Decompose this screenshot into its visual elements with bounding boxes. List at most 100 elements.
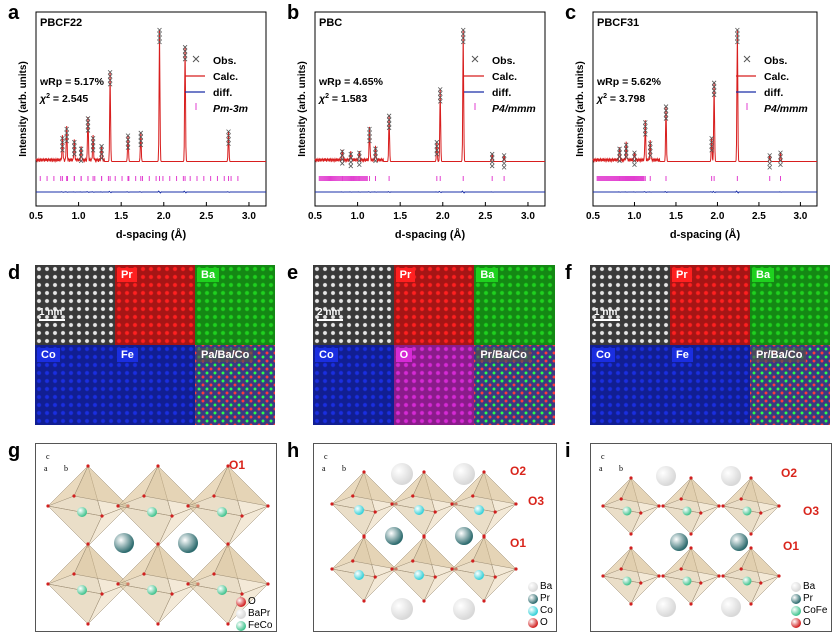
oxygen-atom <box>156 622 160 626</box>
scale-bar-label: 1 nm <box>594 307 618 318</box>
x-tick-label: 1.0 <box>628 211 642 222</box>
eds-tile-pr: Pr <box>115 265 195 345</box>
site-label-o1: O1 <box>229 458 246 472</box>
legend-swatch <box>192 55 200 63</box>
atom-swatch <box>236 621 246 631</box>
oxygen-atom <box>362 599 366 603</box>
oxygen-atom <box>749 532 753 536</box>
legend-label: CoFe <box>803 605 828 616</box>
crystal-structure-h: c a b O2 O3 O1 Ba Pr Co O <box>313 443 557 632</box>
panel-letter-f: f <box>565 262 572 284</box>
oxygen-atom <box>689 602 693 606</box>
oxygen-atom <box>100 592 104 596</box>
chart-legend: Obs. Calc. diff. P4/mmm <box>736 55 808 115</box>
oxygen-atom <box>689 546 693 550</box>
eds-tile-pr-ba-co: Pr/Ba/Co <box>750 345 830 425</box>
legend-label: Ba <box>803 581 816 592</box>
ba-atom <box>721 466 741 486</box>
x-tick-label: 2.0 <box>157 211 171 222</box>
eds-tile-label: Co <box>315 348 338 362</box>
legend-item: Ba <box>528 581 553 593</box>
eds-tile-pa-ba-co: Pa/Ba/Co <box>195 345 275 425</box>
structure-drawing <box>46 464 270 626</box>
eds-tile-label: Fe <box>672 348 693 362</box>
oxygen-atom <box>433 575 437 579</box>
obs-peak-marker <box>632 150 637 168</box>
oxygen-atom <box>749 476 753 480</box>
oxygen-atom <box>749 546 753 550</box>
scale-bar: 1 nm <box>39 307 65 321</box>
scale-bar-label: 2 nm <box>317 307 341 318</box>
oxygen-atom <box>749 602 753 606</box>
oxygen-atom <box>717 504 721 508</box>
oxygen-atom <box>657 504 661 508</box>
eds-tile-label: Pr <box>395 268 416 282</box>
oxygen-atom <box>240 592 244 596</box>
octahedron <box>330 535 398 603</box>
oxygen-atom <box>330 502 334 506</box>
atom-swatch <box>528 618 538 628</box>
eds-tile-o: O <box>393 345 475 425</box>
legend-label: diff. <box>213 87 232 99</box>
eds-tile-co: Co <box>590 345 670 425</box>
eds-tile-label: Fe <box>117 348 138 362</box>
oxygen-atom <box>661 574 665 578</box>
pr-atom <box>455 527 473 545</box>
legend-label: Pm-3m <box>213 103 248 115</box>
oxygen-atom <box>661 504 665 508</box>
bragg-ticks <box>596 176 781 181</box>
atom-swatch <box>528 594 538 604</box>
b-site-atom <box>414 570 424 580</box>
structure-drawing <box>601 466 781 617</box>
ba-atom <box>391 598 413 620</box>
legend-item: O <box>528 617 553 629</box>
legend-item: Pr <box>528 593 553 605</box>
oxygen-atom <box>351 559 355 563</box>
legend-label: diff. <box>764 87 783 99</box>
ba-atom <box>391 463 413 485</box>
b-site-atom <box>474 570 484 580</box>
oxygen-atom <box>482 470 486 474</box>
oxygen-atom <box>450 567 454 571</box>
x-axis-label: d-spacing (Å) <box>116 228 187 241</box>
diff-curve <box>593 190 817 194</box>
obs-peak-marker <box>367 126 372 144</box>
axis-label-b: b <box>64 464 68 473</box>
octahedron <box>390 470 458 538</box>
oxygen-atom <box>679 567 683 571</box>
legend-label: Calc. <box>764 71 789 83</box>
oxygen-atom <box>471 559 475 563</box>
x-tick-label: 1.0 <box>72 211 86 222</box>
obs-peak-marker <box>735 27 740 45</box>
oxygen-atom <box>629 476 633 480</box>
bragg-ticks <box>39 176 239 181</box>
eds-tile-fe: Fe <box>670 345 750 425</box>
legend-label: O <box>540 617 548 628</box>
oxygen-atom <box>721 504 725 508</box>
y-axis-label: Intensity (arb. units) <box>297 61 308 157</box>
obs-peak-marker <box>99 143 104 161</box>
legend-label: Co <box>540 605 553 616</box>
legend-item: O <box>236 596 272 608</box>
chi2-stat: χ2 = 2.545 <box>39 93 88 105</box>
obs-peak-marker <box>64 126 69 144</box>
eds-tile-ba: Ba <box>750 265 830 345</box>
atom-swatch <box>528 582 538 592</box>
eds-tile-label: O <box>395 348 413 362</box>
legend-label: O <box>248 596 256 607</box>
oxygen-atom <box>433 510 437 514</box>
eds-map-f: 1 nm Pr Ba Co Fe Pr/Ba/Co <box>590 265 830 425</box>
eds-tile-pr-ba-co: Pr/Ba/Co <box>474 345 555 425</box>
oxygen-atom <box>629 602 633 606</box>
panel-letter-e: e <box>287 262 299 284</box>
b-site-atom <box>77 507 87 517</box>
ba-atom <box>656 597 676 617</box>
x-tick-label: 1.0 <box>351 211 365 222</box>
panel-letter-a: a <box>8 2 20 24</box>
panel-letter-i: i <box>565 440 571 462</box>
plot-frame <box>592 11 818 207</box>
x-axis-label: d-spacing (Å) <box>670 228 741 241</box>
diff-curve <box>36 190 266 194</box>
eds-tile-haadf: 1 nm <box>590 265 670 345</box>
oxygen-atom <box>411 559 415 563</box>
